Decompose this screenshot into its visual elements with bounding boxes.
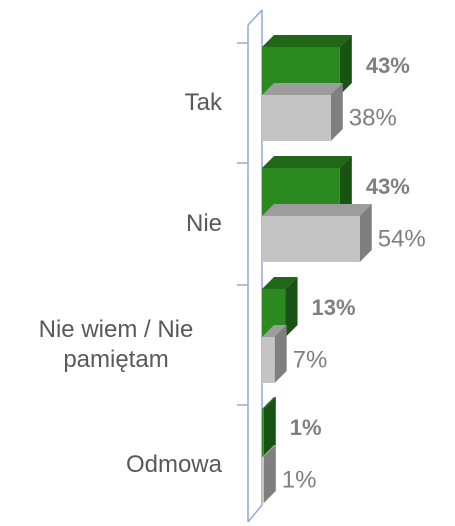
bar-top [262,156,352,168]
bar-side [285,277,298,337]
bar-top [262,445,276,457]
value-label: 13% [312,295,356,320]
bar-side [274,325,287,383]
bar-front [262,409,264,457]
bar-side [263,445,276,503]
bar-side [339,35,352,95]
value-label: 43% [366,174,410,199]
bar-front [262,216,360,262]
value-label: 38% [349,104,397,131]
bar-side [359,204,372,262]
bar-top [262,204,372,216]
bar [262,83,343,141]
bar-top [262,397,276,409]
value-label: 7% [293,346,328,373]
bar [262,445,276,503]
bar-front [262,95,331,141]
bar-side [263,397,276,457]
category-label: Nie [185,210,222,237]
bar-front [262,457,264,503]
bar-top [262,277,298,289]
category-label: Odmowa [125,451,222,478]
value-label: 43% [366,53,410,78]
bar-side [339,156,352,216]
value-label: 1% [290,415,322,440]
bar [262,204,372,262]
bar-top [262,35,352,47]
bar [262,397,276,457]
bar-top [262,325,287,337]
category-label: Tak [184,89,222,116]
category-label: Nie wiem / Nie pamiętam [38,316,194,373]
bar-side [330,83,343,141]
axis-frame [237,9,263,523]
bar [262,325,287,383]
bar-top [262,83,343,95]
value-label: 1% [282,466,317,493]
bar-front [262,337,275,383]
value-label: 54% [378,225,426,252]
